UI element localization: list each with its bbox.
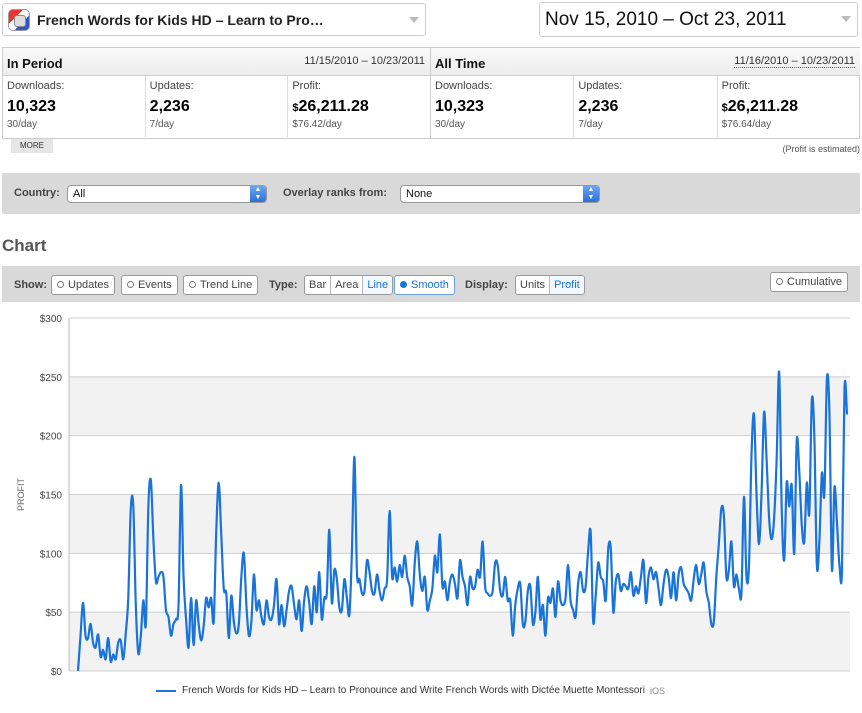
y-tick-label: $0 <box>51 667 63 678</box>
all-time-range[interactable]: 11/16/2010 – 10/23/2011 <box>734 55 855 68</box>
profit-chart: $0 $50 $100 $150 $200 $250 $300 PROFIT <box>2 302 860 713</box>
updates-label: Updates: <box>578 80 623 92</box>
type-bar-button[interactable]: Bar <box>305 276 332 294</box>
profit-per-day: $76.42/day <box>292 119 342 130</box>
chart-svg: $0 $50 $100 $150 $200 $250 $300 PROFIT <box>16 314 850 678</box>
app-title: French Words for Kids HD – Learn to Pro… <box>37 11 324 28</box>
radio-icon <box>776 278 783 285</box>
in-period-title: In Period <box>7 56 63 71</box>
display-profit-button[interactable]: Profit <box>550 276 584 294</box>
updates-cell: Updates: 2,236 7/day <box>574 76 718 137</box>
profit-per-day: $76.64/day <box>721 119 772 130</box>
profit-cell: Profit: $26,211.28 $76.64/day <box>718 76 860 137</box>
profit-value: $26,211.28 <box>722 98 798 116</box>
in-period-stats: In Period 11/15/2010 – 10/23/2011 Downlo… <box>3 48 431 138</box>
type-area-button[interactable]: Area <box>331 276 364 294</box>
all-time-stats: All Time 11/16/2010 – 10/23/2011 Downloa… <box>431 48 860 138</box>
y-tick-label: $250 <box>40 373 63 384</box>
country-select[interactable]: All ▲ ▼ <box>67 185 267 203</box>
downloads-per-day: 30/day <box>435 119 466 130</box>
updates-label: Updates: <box>149 80 194 92</box>
currency-symbol: $ <box>292 102 299 114</box>
y-tick-label: $50 <box>45 608 62 619</box>
chart-section-title: Chart <box>2 236 47 255</box>
show-label: Show: <box>14 279 47 291</box>
updates-value: 2,236 <box>578 98 619 115</box>
events-toggle-label: Events <box>138 279 172 291</box>
trend-line-toggle[interactable]: Trend Line <box>183 275 259 295</box>
smooth-toggle[interactable]: Smooth <box>394 275 455 295</box>
display-units-button[interactable]: Units <box>516 276 551 294</box>
country-label: Country: <box>14 187 60 199</box>
plot-band <box>69 376 850 436</box>
chart-toolbar: Show: Updates Events Trend Line Type: Ba… <box>2 266 860 302</box>
type-label: Type: <box>269 279 298 291</box>
downloads-label: Downloads: <box>435 80 493 92</box>
updates-value: 2,236 <box>149 98 190 115</box>
in-period-range: 11/15/2010 – 10/23/2011 <box>304 55 425 67</box>
all-time-title: All Time <box>435 56 486 71</box>
downloads-value: 10,323 <box>7 98 56 115</box>
chart-legend[interactable]: French Words for Kids HD – Learn to Pron… <box>156 685 665 696</box>
profit-label: Profit: <box>292 80 322 92</box>
stats-panel: In Period 11/15/2010 – 10/23/2011 Downlo… <box>2 47 860 139</box>
downloads-label: Downloads: <box>7 80 65 92</box>
y-tick-label: $200 <box>40 432 63 443</box>
updates-per-day: 7/day <box>149 119 175 130</box>
currency-symbol: $ <box>721 102 728 114</box>
chart-type-segmented-control: Bar Area Line <box>304 275 394 295</box>
updates-toggle[interactable]: Updates <box>51 275 115 295</box>
radio-icon <box>57 281 64 288</box>
updates-toggle-label: Updates <box>68 279 109 291</box>
legend-series-name: French Words for Kids HD – Learn to Pron… <box>182 685 645 696</box>
downloads-cell: Downloads: 10,323 30/day <box>431 76 575 137</box>
y-axis-label: PROFIT <box>16 477 26 511</box>
updates-cell: Updates: 2,236 7/day <box>146 76 289 137</box>
in-period-header: In Period 11/15/2010 – 10/23/2011 <box>3 48 430 76</box>
profit-value: $26,211.28 <box>292 98 368 116</box>
select-arrows-icon: ▲ ▼ <box>583 186 599 202</box>
select-arrows-icon: ▲ ▼ <box>250 186 266 202</box>
downloads-cell: Downloads: 10,323 30/day <box>3 76 146 137</box>
y-tick-label: $300 <box>40 314 63 325</box>
plot-band <box>69 494 850 554</box>
legend-platform: iOS <box>649 685 665 696</box>
profit-label: Profit: <box>721 80 751 92</box>
filter-bar: Country: All ▲ ▼ Overlay ranks from: None… <box>2 173 860 214</box>
chevron-down-icon[interactable] <box>841 16 851 22</box>
y-tick-label: $100 <box>40 549 63 560</box>
app-selector[interactable]: French Words for Kids HD – Learn to Pro… <box>2 3 426 36</box>
all-time-header: All Time 11/16/2010 – 10/23/2011 <box>431 48 860 76</box>
trend-line-toggle-label: Trend Line <box>200 279 253 291</box>
radio-icon <box>400 281 407 288</box>
y-tick-label: $150 <box>40 491 63 502</box>
profit-amount: 26,211.28 <box>727 98 799 115</box>
smooth-toggle-label: Smooth <box>411 279 449 291</box>
events-toggle[interactable]: Events <box>121 275 178 295</box>
date-range-selector[interactable]: Nov 15, 2010 – Oct 23, 2011 <box>539 2 858 37</box>
downloads-value: 10,323 <box>435 98 484 115</box>
profit-series-line <box>76 370 849 672</box>
more-button[interactable]: MORE <box>11 139 53 153</box>
display-label: Display: <box>465 279 508 291</box>
profit-estimated-note: (Profit is estimated) <box>782 144 860 154</box>
country-value: All <box>73 188 86 200</box>
overlay-ranks-value: None <box>406 188 433 200</box>
updates-per-day: 7/day <box>578 119 603 130</box>
profit-amount: 26,211.28 <box>298 98 369 115</box>
date-range-text: Nov 15, 2010 – Oct 23, 2011 <box>545 8 787 30</box>
display-segmented-control: Units Profit <box>515 275 585 295</box>
app-icon <box>8 8 30 31</box>
radio-icon <box>127 281 134 288</box>
profit-cell: Profit: $26,211.28 $76.42/day <box>288 76 430 137</box>
downloads-per-day: 30/day <box>7 119 38 130</box>
chevron-down-icon[interactable] <box>409 17 419 23</box>
overlay-ranks-select[interactable]: None ▲ ▼ <box>400 185 600 203</box>
legend-swatch <box>156 689 176 692</box>
cumulative-toggle[interactable]: Cumulative <box>770 272 849 292</box>
radio-icon <box>189 281 196 288</box>
cumulative-toggle-label: Cumulative <box>787 276 843 288</box>
type-line-button[interactable]: Line <box>363 276 393 294</box>
overlay-ranks-label: Overlay ranks from: <box>283 187 387 199</box>
